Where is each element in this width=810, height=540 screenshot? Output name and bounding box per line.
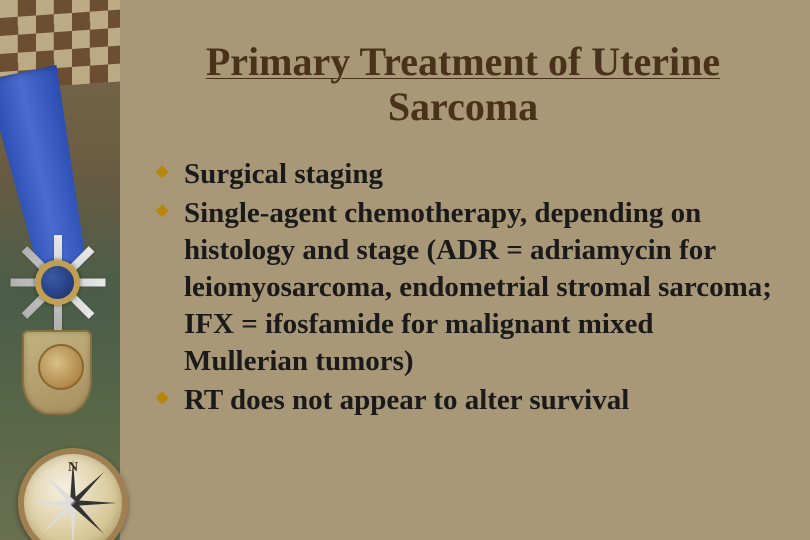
bullet-item: Single-agent chemotherapy, depending on … <box>156 195 778 381</box>
compass-north-label: N <box>68 460 78 476</box>
slide-title: Primary Treatment of Uterine Sarcoma <box>148 40 778 130</box>
decorative-sidebar: N <box>0 0 120 540</box>
slide-content: Primary Treatment of Uterine Sarcoma Sur… <box>120 0 810 540</box>
emblem-decor <box>22 330 92 415</box>
bullet-list: Surgical staging Single-agent chemothera… <box>148 156 778 420</box>
title-line-2: Sarcoma <box>388 84 538 129</box>
bullet-item: RT does not appear to alter survival <box>156 382 778 419</box>
bullet-text: Surgical staging <box>184 158 383 190</box>
bullet-text: RT does not appear to alter survival <box>184 384 629 416</box>
bullet-text: Single-agent chemotherapy, depending on … <box>184 197 772 377</box>
title-line-1: Primary Treatment of Uterine <box>206 39 720 84</box>
medal-decor <box>10 235 105 330</box>
bullet-item: Surgical staging <box>156 156 778 193</box>
compass-decor: N <box>18 448 128 540</box>
